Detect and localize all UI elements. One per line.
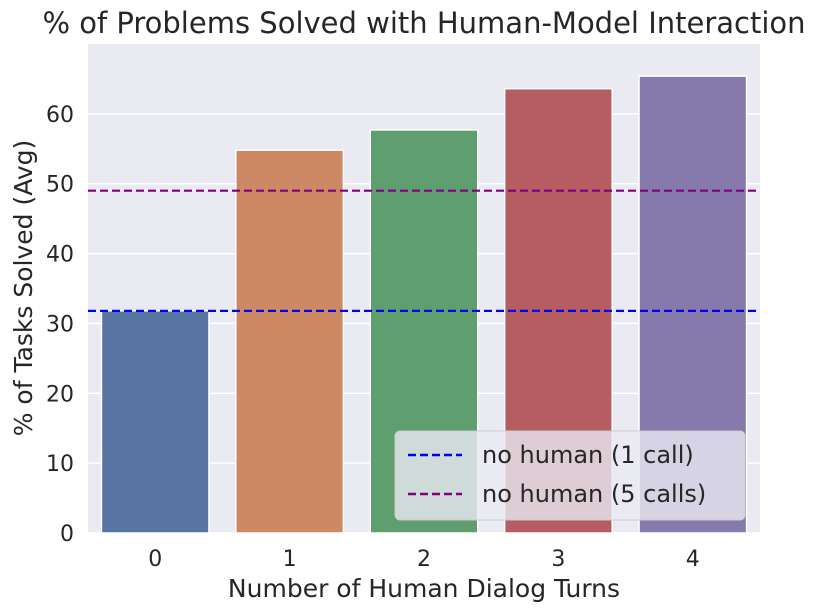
y-tick-label: 30 [46, 312, 74, 337]
bar-0 [100, 310, 210, 534]
legend: no human (1 call) no human (5 calls) [394, 430, 746, 521]
legend-label-5-calls: no human (5 calls) [482, 480, 706, 508]
x-tick-label: 4 [686, 547, 700, 572]
y-tick-label: 50 [46, 173, 74, 198]
y-tick-label: 40 [46, 243, 74, 268]
y-axis-label: % of Tasks Solved (Avg) [9, 140, 38, 437]
y-tick-labels: 0 10 20 30 40 50 60 [46, 103, 74, 547]
x-tick-label: 2 [417, 547, 431, 572]
legend-box [394, 430, 746, 521]
x-tick-label: 1 [283, 547, 297, 572]
bar-1 [235, 149, 345, 534]
x-axis-label: Number of Human Dialog Turns [228, 574, 620, 603]
y-tick-label: 20 [46, 382, 74, 407]
y-tick-label: 0 [60, 522, 74, 547]
y-tick-label: 60 [46, 103, 74, 128]
x-tick-labels: 0 1 2 3 4 [148, 547, 700, 572]
x-tick-label: 0 [148, 547, 162, 572]
x-tick-label: 3 [551, 547, 565, 572]
reference-lines [88, 189, 760, 312]
chart-title: % of Problems Solved with Human-Model In… [42, 6, 805, 40]
legend-label-1-call: no human (1 call) [482, 441, 694, 469]
y-tick-label: 10 [46, 452, 74, 477]
